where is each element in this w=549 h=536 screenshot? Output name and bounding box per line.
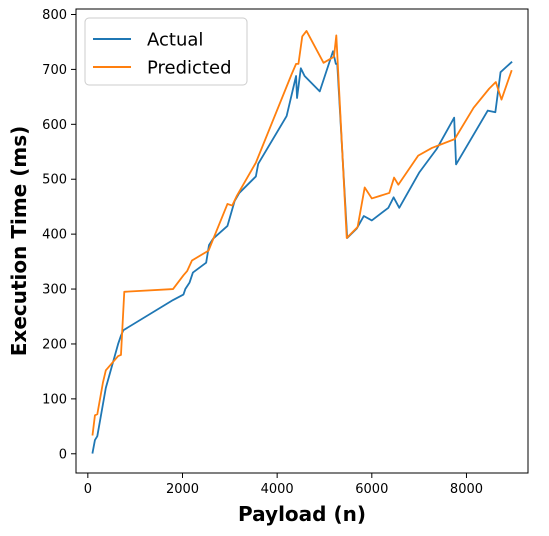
x-axis-label: Payload (n) [238, 502, 366, 526]
legend-label-actual: Actual [147, 30, 203, 51]
y-tick-label: 200 [42, 337, 67, 352]
x-tick-label: 4000 [261, 482, 294, 497]
x-tick-label: 8000 [450, 482, 483, 497]
plot-frame [75, 8, 529, 474]
legend: Actual Predicted [84, 17, 248, 86]
y-tick-label: 700 [42, 63, 67, 78]
x-tick-label: 6000 [355, 482, 388, 497]
y-tick-label: 300 [42, 283, 67, 298]
series-line-predicted [91, 30, 513, 436]
y-tick-label: 400 [42, 228, 67, 243]
x-tick-label: 2000 [166, 482, 199, 497]
y-tick-label: 0 [59, 447, 67, 462]
y-axis-label: Execution Time (ms) [7, 126, 31, 356]
x-tick-label: 0 [84, 482, 92, 497]
y-tick-label: 600 [42, 118, 67, 133]
y-tick-label: 800 [42, 8, 67, 23]
y-tick-label: 100 [42, 392, 67, 407]
legend-label-predicted: Predicted [147, 58, 232, 79]
series-line-actual [91, 50, 513, 454]
legend-box [84, 17, 248, 86]
y-tick-label: 500 [42, 173, 67, 188]
